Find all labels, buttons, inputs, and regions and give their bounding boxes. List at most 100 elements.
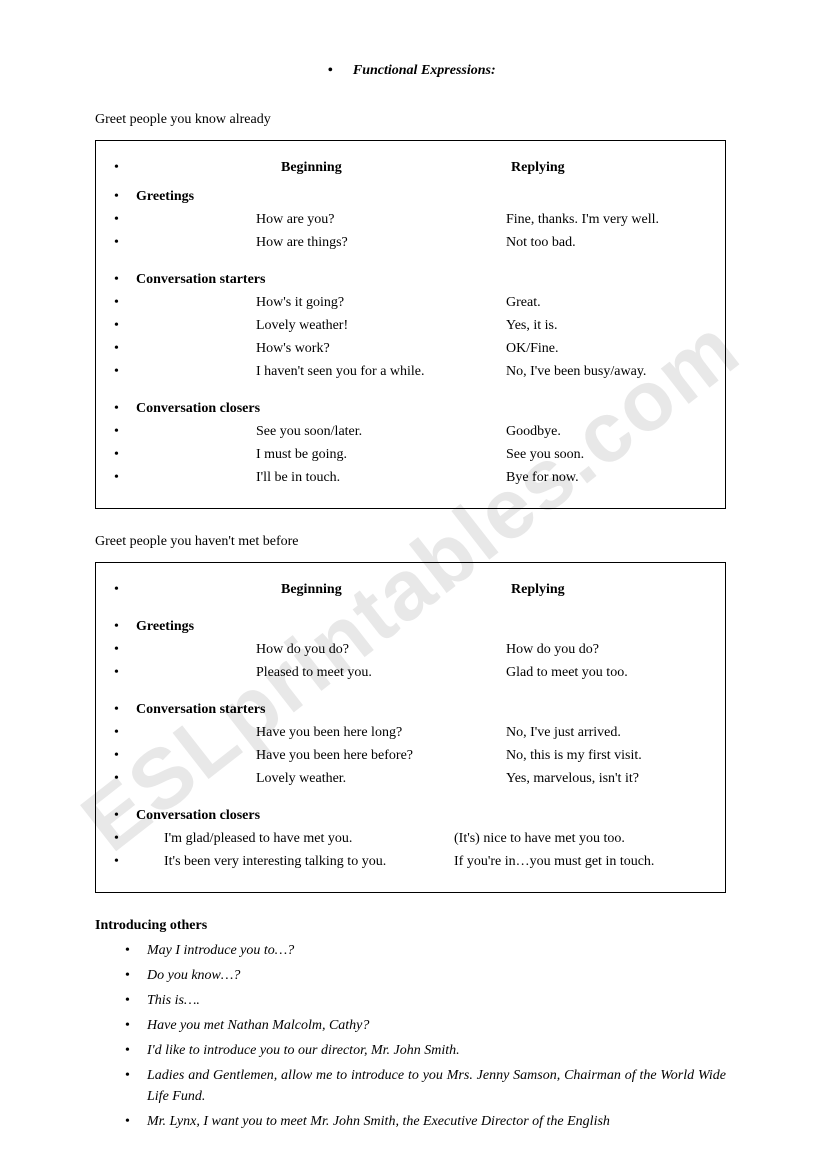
bullet-icon: • [114, 699, 136, 720]
intro-item: •Ladies and Gentlemen, allow me to intro… [125, 1065, 726, 1107]
beginning-text: Lovely weather. [256, 768, 506, 789]
beginning-text: Lovely weather! [256, 315, 506, 336]
beginning-text: See you soon/later. [256, 421, 506, 442]
page-title: • Functional Expressions: [95, 60, 726, 81]
col-header-replying: Replying [511, 579, 707, 600]
beginning-text: Have you been here before? [256, 745, 506, 766]
bullet-icon: • [114, 157, 136, 178]
bullet-icon: • [325, 60, 335, 81]
intro-text: Do you know…? [147, 965, 240, 986]
intro-text: May I introduce you to…? [147, 940, 294, 961]
reply-text: (It's) nice to have met you too. [454, 828, 625, 849]
bullet-icon: • [125, 965, 147, 986]
bullet-icon: • [114, 209, 136, 230]
expression-row: • Lovely weather.Yes, marvelous, isn't i… [114, 768, 707, 789]
category-row: • Conversation closers [114, 392, 707, 419]
reply-text: See you soon. [506, 444, 584, 465]
section2-lead: Greet people you haven't met before [95, 531, 726, 552]
bullet-icon: • [114, 616, 136, 637]
reply-text: Glad to meet you too. [506, 662, 628, 683]
header-row: • Beginning Replying [114, 579, 707, 600]
expression-row: • See you soon/later.Goodbye. [114, 421, 707, 442]
page: ESLprintables.com • Functional Expressio… [0, 0, 821, 1169]
intro-item: •This is…. [125, 990, 726, 1011]
expression-row: • How's work?OK/Fine. [114, 338, 707, 359]
expression-row: • I haven't seen you for a while.No, I'v… [114, 361, 707, 382]
header-row: • Beginning Replying [114, 157, 707, 178]
intro-item: •Mr. Lynx, I want you to meet Mr. John S… [125, 1111, 726, 1132]
bullet-icon: • [114, 768, 136, 789]
intro-item: •May I introduce you to…? [125, 940, 726, 961]
bullet-icon: • [114, 467, 136, 488]
beginning-text: I must be going. [256, 444, 506, 465]
category-row: • Greetings [114, 180, 707, 207]
expression-row: • Have you been here long?No, I've just … [114, 722, 707, 743]
reply-text: Bye for now. [506, 467, 579, 488]
reply-text: How do you do? [506, 639, 599, 660]
category-row: • Greetings [114, 610, 707, 637]
beginning-text: I'll be in touch. [256, 467, 506, 488]
beginning-text: How's work? [256, 338, 506, 359]
beginning-text: How do you do? [256, 639, 506, 660]
expression-row: • How do you do?How do you do? [114, 639, 707, 660]
intro-text: This is…. [147, 990, 200, 1011]
reply-text: OK/Fine. [506, 338, 559, 359]
category-greetings: Greetings [136, 616, 194, 637]
category-starters: Conversation starters [136, 269, 265, 290]
bullet-icon: • [125, 1015, 147, 1036]
expression-row: • How are you? Fine, thanks. I'm very we… [114, 209, 707, 230]
intro-text: Have you met Nathan Malcolm, Cathy? [147, 1015, 369, 1036]
bullet-icon: • [114, 745, 136, 766]
introducing-heading: Introducing others [95, 915, 726, 936]
bullet-icon: • [125, 1040, 147, 1061]
title-text: Functional Expressions: [353, 63, 496, 78]
bullet-icon: • [114, 292, 136, 313]
bullet-icon: • [114, 444, 136, 465]
expression-row: • How are things? Not too bad. [114, 232, 707, 253]
bullet-icon: • [125, 990, 147, 1011]
expression-row: • How's it going?Great. [114, 292, 707, 313]
expression-row: • It's been very interesting talking to … [114, 851, 707, 872]
box-known-people: • Beginning Replying • Greetings • How a… [95, 140, 726, 509]
bullet-icon: • [114, 338, 136, 359]
reply-text: If you're in…you must get in touch. [454, 851, 654, 872]
bullet-icon: • [125, 1065, 147, 1086]
bullet-icon: • [125, 940, 147, 961]
beginning-text: I'm glad/pleased to have met you. [164, 828, 454, 849]
beginning-text: How are things? [256, 232, 506, 253]
reply-text: Not too bad. [506, 232, 576, 253]
category-row: • Conversation starters [114, 693, 707, 720]
expression-row: • Lovely weather!Yes, it is. [114, 315, 707, 336]
col-header-replying: Replying [511, 157, 707, 178]
category-greetings: Greetings [136, 186, 194, 207]
expression-row: • Have you been here before?No, this is … [114, 745, 707, 766]
expression-row: • I'll be in touch.Bye for now. [114, 467, 707, 488]
introducing-list: •May I introduce you to…? •Do you know…?… [125, 940, 726, 1132]
expression-row: • Pleased to meet you.Glad to meet you t… [114, 662, 707, 683]
beginning-text: How's it going? [256, 292, 506, 313]
category-starters: Conversation starters [136, 699, 265, 720]
beginning-text: Pleased to meet you. [256, 662, 506, 683]
beginning-text: Have you been here long? [256, 722, 506, 743]
bullet-icon: • [114, 232, 136, 253]
bullet-icon: • [125, 1111, 147, 1132]
expression-row: • I'm glad/pleased to have met you.(It's… [114, 828, 707, 849]
bullet-icon: • [114, 851, 136, 872]
intro-text: Mr. Lynx, I want you to meet Mr. John Sm… [147, 1111, 610, 1132]
bullet-icon: • [114, 639, 136, 660]
reply-text: No, I've been busy/away. [506, 361, 646, 382]
intro-text: I'd like to introduce you to our directo… [147, 1040, 460, 1061]
bullet-icon: • [114, 186, 136, 207]
category-closers: Conversation closers [136, 398, 260, 419]
reply-text: Goodbye. [506, 421, 561, 442]
beginning-text: How are you? [256, 209, 506, 230]
reply-text: Fine, thanks. I'm very well. [506, 209, 659, 230]
col-header-beginning: Beginning [281, 579, 511, 600]
bullet-icon: • [114, 662, 136, 683]
intro-item: •Do you know…? [125, 965, 726, 986]
bullet-icon: • [114, 361, 136, 382]
document-content: • Functional Expressions: Greet people y… [95, 60, 726, 1132]
bullet-icon: • [114, 269, 136, 290]
intro-item: •I'd like to introduce you to our direct… [125, 1040, 726, 1061]
intro-text: Ladies and Gentlemen, allow me to introd… [147, 1065, 726, 1107]
